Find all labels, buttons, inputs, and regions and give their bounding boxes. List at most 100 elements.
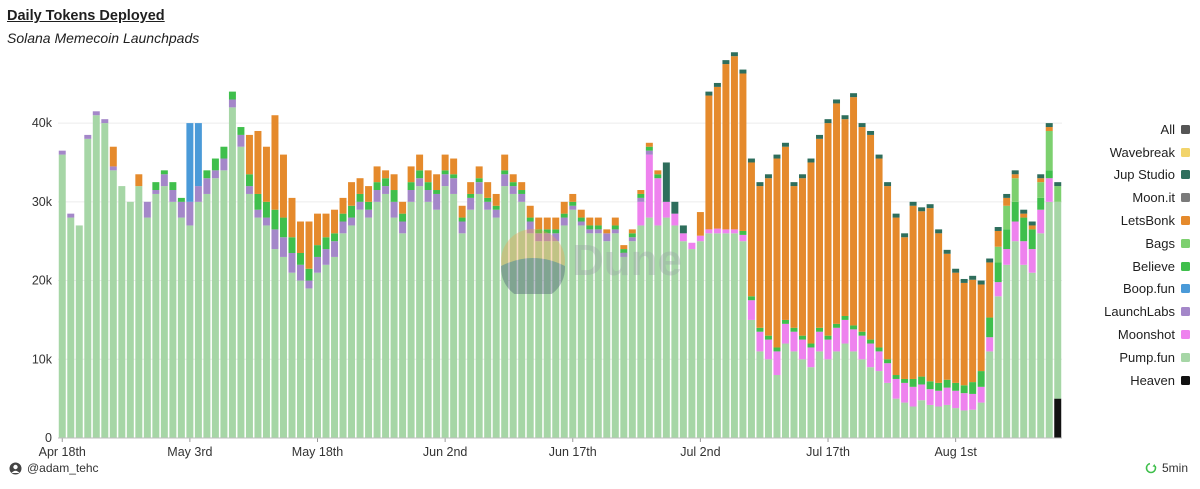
bar-segment-believe [467, 193, 475, 198]
bar-segment-jup-studio [926, 204, 934, 209]
bar-segment-pump-fun [237, 146, 245, 439]
bar-segment-letsbonk [475, 166, 483, 179]
bar-segment-letsbonk [484, 182, 492, 198]
bar-segment-believe [211, 158, 219, 171]
bar-segment-believe [773, 347, 781, 352]
bar-segment-launchlabs [526, 221, 534, 234]
bar-segment-launchlabs [467, 197, 475, 210]
bar-segment-letsbonk [492, 193, 500, 206]
bar-segment-believe [509, 182, 517, 187]
bar-segment-moonshot [986, 337, 994, 352]
bar-segment-launchlabs [211, 170, 219, 179]
bar-segment-pump-fun [135, 186, 143, 438]
bar-segment-jup-studio [884, 182, 892, 187]
legend-swatch [1181, 261, 1190, 271]
bar-segment-believe [271, 209, 279, 230]
bar-segment-believe [952, 382, 960, 391]
legend-item-moonshot[interactable]: Moonshot [1118, 323, 1190, 346]
bar-segment-heaven [1054, 398, 1062, 438]
bar-segment-pump-fun [986, 351, 994, 438]
bar-segment-launchlabs [339, 221, 347, 234]
legend-item-bags[interactable]: Bags [1145, 232, 1190, 255]
legend-item-heaven[interactable]: Heaven [1130, 369, 1190, 392]
legend-item-jup-studio[interactable]: Jup Studio [1114, 164, 1190, 187]
x-tick-label: Jun 17th [549, 445, 597, 459]
bar-segment-launchlabs [577, 221, 585, 226]
bar-segment-moonshot [960, 393, 968, 411]
bar-segment-believe [484, 197, 492, 202]
bar-segment-launchlabs [560, 217, 568, 226]
bar-segment-moonshot [645, 154, 653, 218]
bar-segment-pump-fun [909, 406, 917, 438]
bar-segment-believe [816, 327, 823, 332]
bar-segment-believe [918, 376, 926, 385]
bar-segment-pump-fun [943, 404, 951, 438]
bar-segment-pump-fun [67, 217, 75, 438]
bar-segment-launchlabs [492, 209, 500, 218]
bar-segment-pump-fun [764, 359, 772, 438]
bar-segment-pump-fun [526, 233, 534, 438]
bar-segment-believe [833, 323, 841, 328]
bar-segment-launchlabs [322, 249, 330, 265]
bar-segment-letsbonk [339, 197, 347, 214]
bar-segment-launchlabs [305, 280, 313, 289]
bar-segment-moonshot [884, 363, 892, 383]
bar-segment-pump-fun [518, 201, 526, 438]
bar-segment-jup-studio [850, 93, 858, 98]
bar-segment-letsbonk [1011, 174, 1019, 179]
author-credit[interactable]: @adam_tehc [9, 461, 99, 475]
bar-segment-believe [901, 378, 909, 383]
legend-item-all[interactable]: All [1161, 118, 1190, 141]
bar-segment-letsbonk [943, 253, 951, 380]
bar-segment-letsbonk [824, 123, 832, 336]
bar-segment-pump-fun [654, 225, 662, 438]
bar-segment-moonshot [713, 228, 721, 234]
bar-segment-believe [373, 182, 381, 191]
bar-segment-letsbonk [901, 237, 909, 379]
bar-segment-pump-fun [160, 186, 168, 438]
bar-segment-letsbonk [1020, 213, 1028, 218]
legend-item-moon-it[interactable]: Moon.it [1132, 186, 1190, 209]
bar-segment-moonshot [952, 390, 960, 409]
bar-segment-believe [858, 331, 866, 336]
bar-segment-pump-fun [679, 241, 687, 438]
bar-segment-launchlabs [450, 178, 458, 194]
bar-segment-launchlabs [152, 190, 160, 194]
legend: All Wavebreak Jup Studio Moon.it LetsBonk Bag… [1104, 118, 1190, 392]
legend-item-boop-fun[interactable]: Boop.fun [1123, 278, 1190, 301]
bar-segment-believe [935, 382, 943, 391]
bar-segment-launchlabs [228, 99, 236, 108]
bar-segment-believe [1011, 201, 1019, 222]
bar-segment-letsbonk [390, 174, 398, 191]
bar-segment-launchlabs [603, 233, 611, 242]
legend-item-letsbonk[interactable]: LetsBonk [1121, 209, 1190, 232]
bar-segment-letsbonk [373, 166, 381, 183]
bar-segment-launchlabs [288, 253, 296, 273]
bar-segment-pump-fun [322, 264, 330, 438]
bar-segment-jup-studio [909, 201, 917, 206]
bar-segment-pump-fun [152, 193, 160, 438]
bar-segment-letsbonk [909, 205, 917, 379]
bar-segment-jup-studio [969, 275, 977, 280]
bar-segment-moonshot [790, 331, 798, 352]
bar-segment-moonshot [918, 384, 926, 401]
bar-segment-moonshot [807, 347, 815, 368]
bar-segment-believe [884, 359, 892, 364]
bar-segment-pump-fun [671, 225, 679, 438]
legend-item-believe[interactable]: Believe [1132, 255, 1190, 278]
legend-item-launchlabs[interactable]: LaunchLabs [1104, 300, 1190, 323]
refresh-interval: 5min [1161, 461, 1188, 475]
bar-segment-pump-fun [611, 233, 619, 438]
bar-segment-letsbonk [135, 174, 143, 187]
bar-segment-believe [1020, 217, 1028, 242]
legend-item-pump-fun[interactable]: Pump.fun [1119, 346, 1190, 369]
refresh-status[interactable]: 5min [1145, 461, 1188, 475]
bar-segment-pump-fun [977, 402, 985, 438]
bar-segment-believe [450, 174, 458, 179]
bar-segment-moonshot [662, 201, 670, 218]
bar-segment-jup-studio [867, 130, 875, 135]
bar-segment-launchlabs [169, 190, 177, 202]
legend-item-wavebreak[interactable]: Wavebreak [1110, 141, 1190, 164]
bar-segment-moonshot [926, 389, 934, 405]
